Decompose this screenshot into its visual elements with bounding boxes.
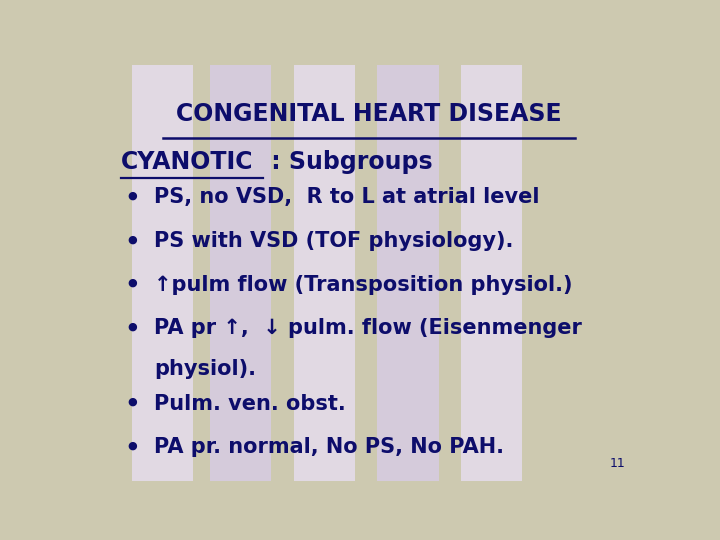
Text: physiol).: physiol). [154, 359, 256, 379]
Bar [461, 65, 523, 481]
Bar [377, 65, 438, 481]
Text: : Subgroups: : Subgroups [263, 150, 433, 174]
Text: ●: ● [127, 397, 137, 407]
Text: PS, no VSD,  R to L at atrial level: PS, no VSD, R to L at atrial level [154, 187, 540, 207]
Text: ●: ● [127, 322, 137, 332]
Text: ●: ● [127, 191, 137, 201]
Text: 11: 11 [610, 457, 626, 470]
Text: PS with VSD (TOF physiology).: PS with VSD (TOF physiology). [154, 231, 513, 251]
Bar [132, 65, 193, 481]
Text: ↑pulm flow (Transposition physiol.): ↑pulm flow (Transposition physiol.) [154, 275, 572, 295]
Text: ●: ● [127, 441, 137, 450]
Text: ●: ● [127, 278, 137, 288]
Text: ●: ● [127, 234, 137, 245]
Text: CONGENITAL HEART DISEASE: CONGENITAL HEART DISEASE [176, 102, 562, 126]
Text: Pulm. ven. obst.: Pulm. ven. obst. [154, 394, 346, 414]
Bar [294, 65, 355, 481]
Bar [210, 65, 271, 481]
Text: CYANOTIC: CYANOTIC [121, 150, 253, 174]
Text: PA pr. normal, No PS, No PAH.: PA pr. normal, No PS, No PAH. [154, 437, 504, 457]
Text: PA pr ↑,  ↓ pulm. flow (Eisenmenger: PA pr ↑, ↓ pulm. flow (Eisenmenger [154, 319, 582, 339]
